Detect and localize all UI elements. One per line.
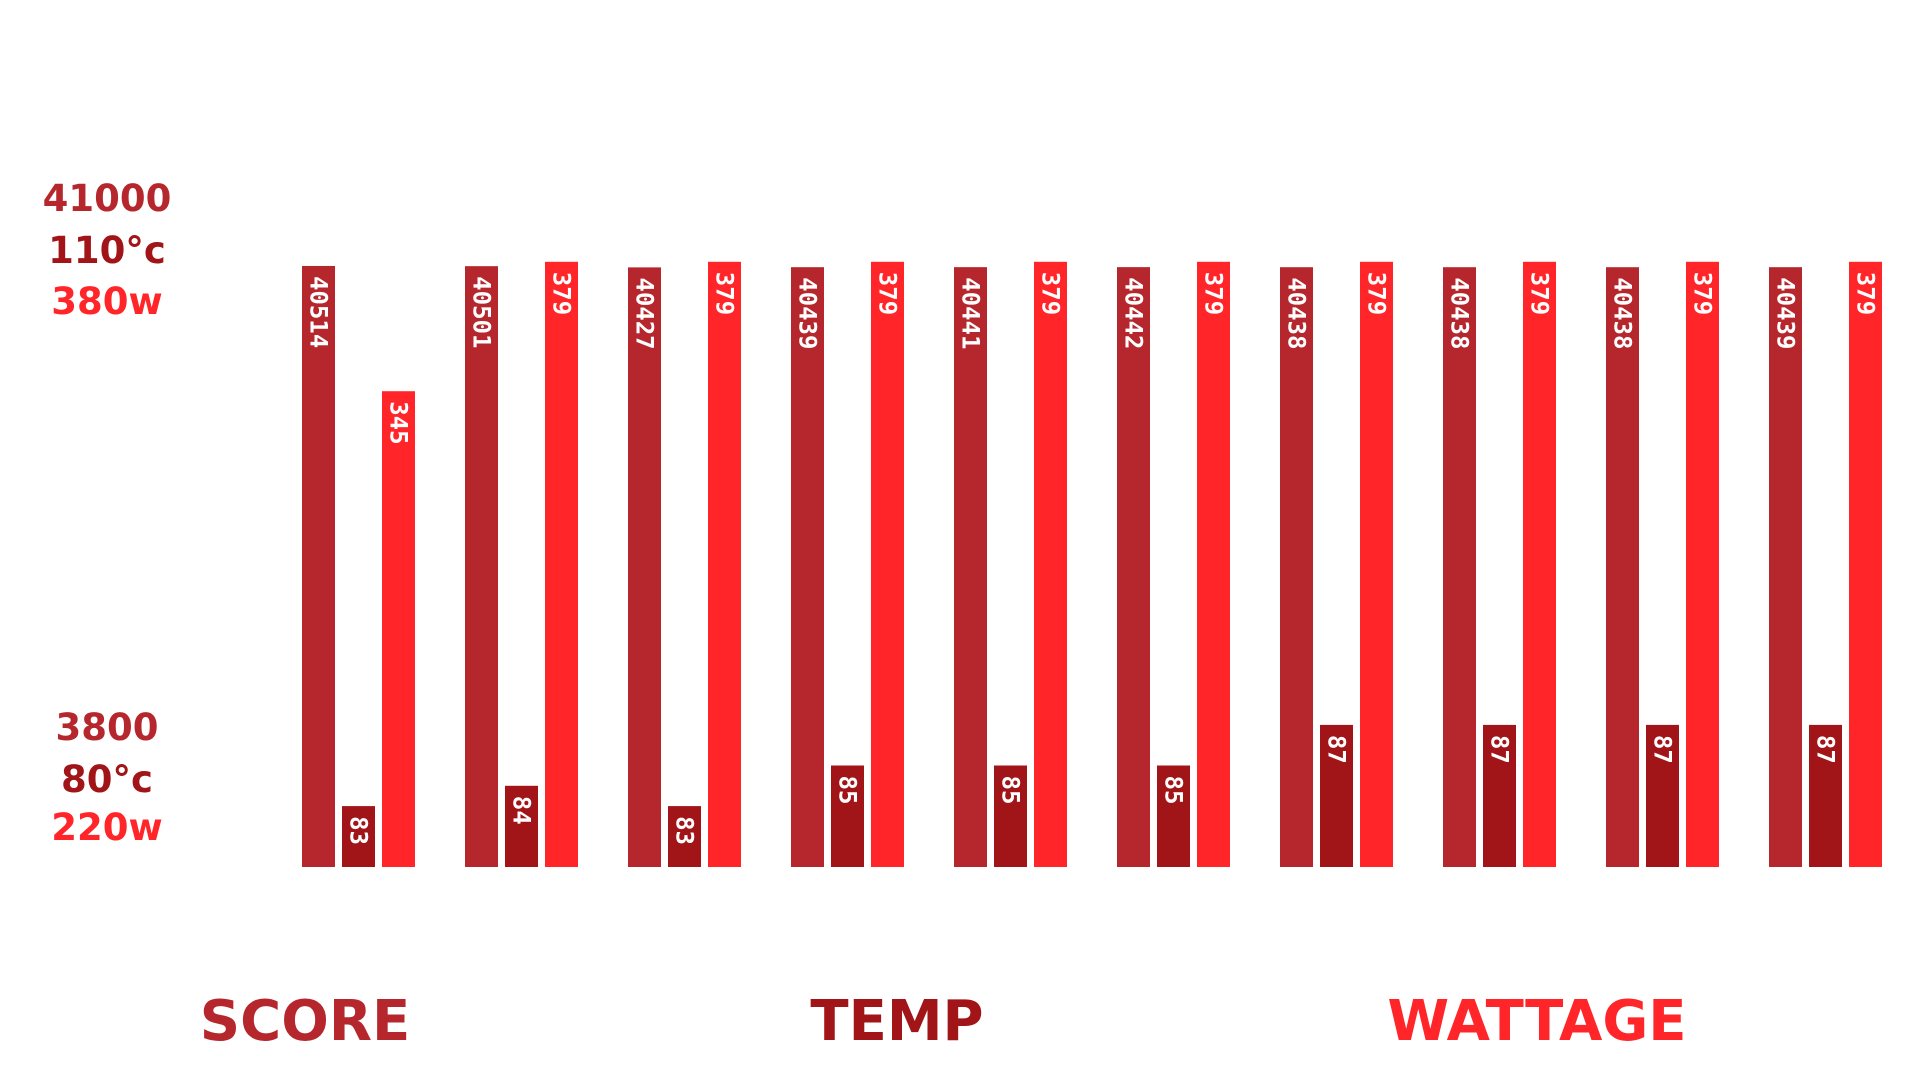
bar-score-9	[1606, 267, 1639, 868]
legend-item-score: SCORE	[200, 989, 410, 1054]
bar-score-7	[1280, 267, 1313, 868]
bar-label-temp-9: 87	[1649, 735, 1677, 764]
bar-score-1	[302, 265, 335, 867]
bar-wattage-4	[871, 261, 904, 867]
bar-wattage-6	[1197, 261, 1230, 867]
bar-group-3: 40427 83 379	[628, 261, 741, 867]
bar-group-8: 40438 87 379	[1443, 261, 1556, 868]
bar-label-score-4: 40439	[794, 277, 822, 349]
y-tick-bottom-0: 3800	[56, 706, 159, 749]
bar-group-5: 40441 85 379	[954, 261, 1067, 867]
bar-label-temp-1: 83	[345, 816, 373, 845]
bar-wattage-7	[1360, 261, 1393, 867]
bar-score-10	[1769, 267, 1802, 868]
bar-group-6: 40442 85 379	[1117, 261, 1230, 867]
bar-group-4: 40439 85 379	[791, 261, 904, 868]
bar-wattage-2	[545, 261, 578, 867]
bar-label-temp-2: 84	[508, 796, 536, 825]
bar-label-temp-3: 83	[671, 816, 699, 845]
bar-group-9: 40438 87 379	[1606, 261, 1719, 868]
bar-label-wattage-9: 379	[1689, 272, 1717, 315]
bar-label-temp-6: 85	[1160, 776, 1188, 805]
bar-score-6	[1117, 267, 1150, 867]
y-axis-labels: 41000 110°c 380w 3800 80°c 220w	[43, 177, 172, 849]
bar-label-score-8: 40438	[1446, 277, 1474, 349]
bar-label-score-10: 40439	[1772, 277, 1800, 349]
bar-label-score-2: 40501	[468, 276, 496, 348]
bar-temp-8	[1483, 724, 1516, 867]
bar-group-10: 40439 87 379	[1769, 261, 1882, 868]
y-tick-top-2: 380w	[51, 280, 162, 323]
bar-score-3	[628, 267, 661, 867]
bar-wattage-3	[708, 261, 741, 867]
bar-score-5	[954, 267, 987, 867]
bar-score-8	[1443, 267, 1476, 868]
bar-wattage-10	[1849, 261, 1882, 867]
bar-score-2	[465, 266, 498, 868]
bar-temp-4	[831, 765, 864, 867]
y-tick-top-1: 110°c	[48, 229, 166, 272]
bar-group-2: 40501 84 379	[465, 261, 578, 868]
bar-label-score-1: 40514	[305, 276, 333, 348]
bar-label-score-3: 40427	[631, 277, 659, 349]
bar-label-temp-5: 85	[997, 776, 1025, 805]
bar-label-wattage-8: 379	[1526, 272, 1554, 315]
bar-label-temp-4: 85	[834, 776, 862, 805]
bar-temp-6	[1157, 765, 1190, 867]
bar-temp-1	[342, 806, 375, 867]
bar-label-temp-10: 87	[1812, 735, 1840, 764]
bar-label-wattage-2: 379	[548, 272, 576, 315]
legend-item-wattage: WATTAGE	[1387, 989, 1686, 1054]
bar-group-7: 40438 87 379	[1280, 261, 1393, 868]
bar-temp-10	[1809, 724, 1842, 867]
bars-group: 40514 83 345 40501 84 379 40427 83 379 40439 85 379…	[302, 261, 1882, 868]
bar-temp-9	[1646, 724, 1679, 867]
bar-score-4	[791, 267, 824, 868]
bar-label-temp-7: 87	[1323, 735, 1351, 764]
bar-label-score-7: 40438	[1283, 277, 1311, 349]
bar-label-wattage-3: 379	[711, 272, 739, 315]
bar-temp-3	[668, 806, 701, 867]
bar-wattage-5	[1034, 261, 1067, 867]
bar-label-score-9: 40438	[1609, 277, 1637, 349]
bar-wattage-1	[382, 391, 415, 867]
bar-label-score-6: 40442	[1120, 277, 1148, 349]
y-tick-bottom-2: 220w	[51, 806, 162, 849]
bar-label-temp-8: 87	[1486, 735, 1514, 764]
y-tick-top-0: 41000	[43, 177, 172, 220]
legend-item-temp: TEMP	[810, 989, 983, 1054]
bar-wattage-8	[1523, 261, 1556, 867]
bar-label-wattage-7: 379	[1363, 272, 1391, 315]
bar-label-wattage-6: 379	[1200, 272, 1228, 315]
bar-label-wattage-10: 379	[1852, 272, 1880, 315]
bar-temp-5	[994, 765, 1027, 867]
bar-group-1: 40514 83 345	[302, 265, 415, 867]
bar-wattage-9	[1686, 261, 1719, 867]
bar-label-wattage-4: 379	[874, 272, 902, 315]
bar-temp-7	[1320, 724, 1353, 867]
legend: SCORE TEMP WATTAGE	[200, 989, 1687, 1054]
bar-label-wattage-5: 379	[1037, 272, 1065, 315]
bar-label-wattage-1: 345	[385, 401, 413, 444]
bar-temp-2	[505, 785, 538, 867]
y-tick-bottom-1: 80°c	[61, 758, 153, 801]
bar-label-score-5: 40441	[957, 277, 985, 349]
